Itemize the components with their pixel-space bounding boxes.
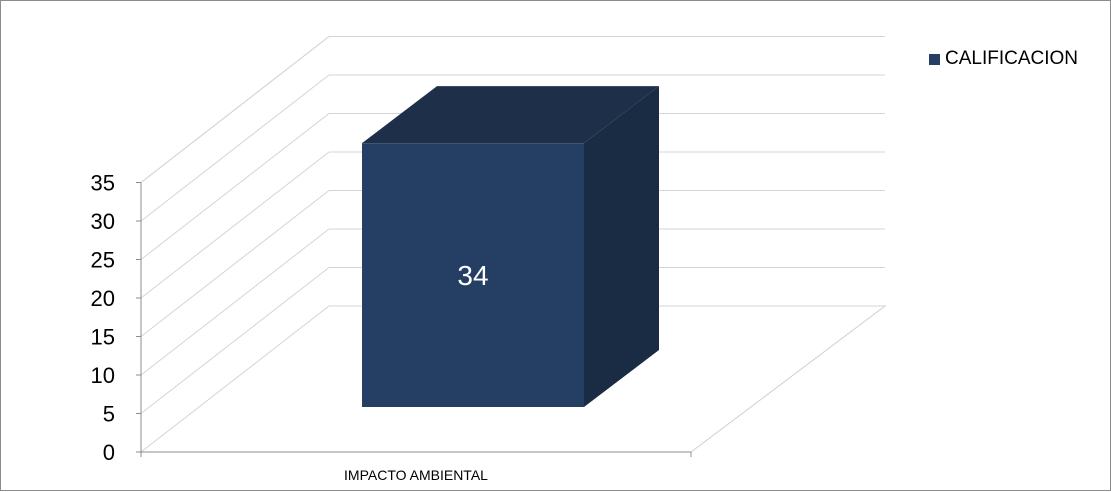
gridline-side <box>140 190 330 337</box>
bars: 34 <box>362 86 659 407</box>
y-tick-label: 30 <box>91 209 115 234</box>
y-tick-label: 20 <box>91 286 115 311</box>
gridline-side <box>140 74 330 222</box>
gridline-side <box>140 36 330 183</box>
x-tick-labels: IMPACTO AMBIENTAL <box>344 467 488 483</box>
bar-side-face <box>584 86 659 407</box>
bar-top-face <box>362 86 659 144</box>
y-tick-label: 5 <box>103 402 115 427</box>
y-tick-label: 35 <box>91 171 115 196</box>
gridline-side <box>140 113 330 260</box>
gridline-side <box>140 151 330 299</box>
legend-swatch <box>929 53 940 65</box>
y-tick-label: 15 <box>91 325 115 350</box>
gridline-side <box>140 305 330 453</box>
y-tick-label: 25 <box>91 248 115 273</box>
y-tick-label: 0 <box>103 440 115 465</box>
legend: CALIFICACION <box>929 48 1078 70</box>
y-tick-labels: 0 5 10 15 20 25 30 35 <box>91 171 115 466</box>
legend-label: CALIFICACION <box>945 48 1079 69</box>
gridline-side <box>140 267 330 414</box>
gridline-side <box>140 228 330 376</box>
x-tick-label: IMPACTO AMBIENTAL <box>344 467 488 483</box>
axes <box>136 182 692 457</box>
bar-front-face <box>362 143 584 407</box>
y-tick-label: 10 <box>91 363 115 388</box>
data-label: 34 <box>457 260 488 291</box>
